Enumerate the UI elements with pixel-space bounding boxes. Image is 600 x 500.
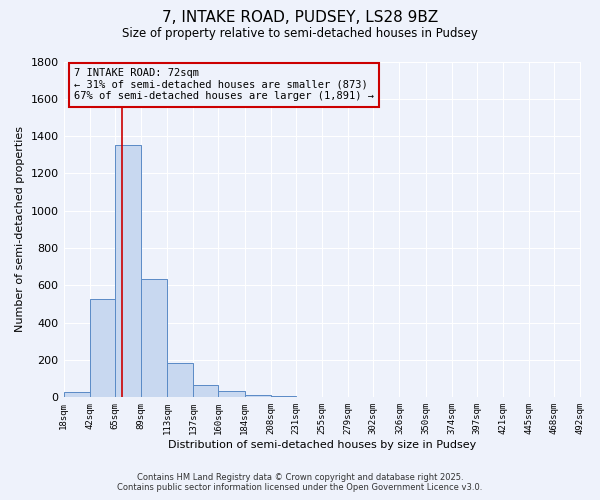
X-axis label: Distribution of semi-detached houses by size in Pudsey: Distribution of semi-detached houses by … <box>168 440 476 450</box>
Y-axis label: Number of semi-detached properties: Number of semi-detached properties <box>15 126 25 332</box>
Bar <box>271 396 296 398</box>
Bar <box>64 392 90 398</box>
Bar <box>115 146 141 398</box>
Text: 7, INTAKE ROAD, PUDSEY, LS28 9BZ: 7, INTAKE ROAD, PUDSEY, LS28 9BZ <box>162 10 438 25</box>
Text: 7 INTAKE ROAD: 72sqm
← 31% of semi-detached houses are smaller (873)
67% of semi: 7 INTAKE ROAD: 72sqm ← 31% of semi-detac… <box>74 68 374 102</box>
Bar <box>245 394 271 398</box>
Text: Size of property relative to semi-detached houses in Pudsey: Size of property relative to semi-detach… <box>122 28 478 40</box>
Bar <box>167 363 193 398</box>
Text: Contains HM Land Registry data © Crown copyright and database right 2025.
Contai: Contains HM Land Registry data © Crown c… <box>118 473 482 492</box>
Bar <box>90 300 115 398</box>
Bar <box>141 279 167 398</box>
Bar <box>218 391 245 398</box>
Bar <box>193 385 218 398</box>
